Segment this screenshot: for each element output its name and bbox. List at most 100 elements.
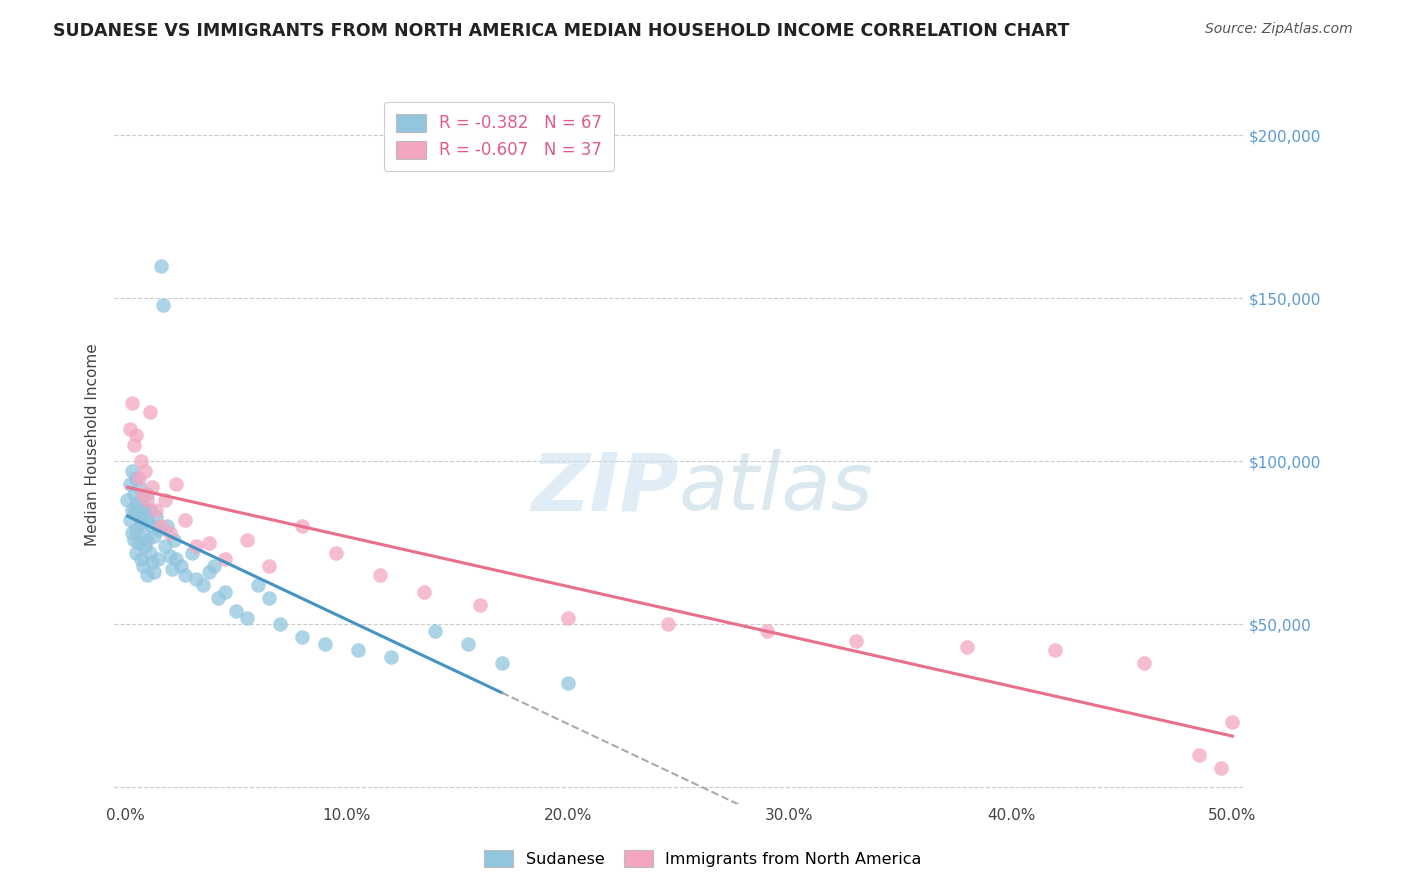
Point: [413, 584, 436, 599]
Point: [117, 493, 139, 508]
Point: [118, 477, 141, 491]
Point: [291, 631, 314, 645]
Point: [141, 480, 163, 494]
Point: [557, 676, 579, 690]
Point: [136, 487, 159, 501]
Point: [122, 533, 145, 547]
Point: [756, 624, 779, 638]
Point: [132, 487, 155, 501]
Point: [128, 536, 150, 550]
Point: [118, 422, 141, 436]
Point: [136, 493, 159, 508]
Point: [148, 523, 170, 537]
Point: [160, 562, 183, 576]
Point: [291, 519, 314, 533]
Point: [468, 598, 491, 612]
Point: [174, 513, 197, 527]
Point: [128, 480, 150, 494]
Point: [657, 617, 679, 632]
Point: [129, 493, 152, 508]
Legend: Sudanese, Immigrants from North America: Sudanese, Immigrants from North America: [478, 843, 928, 873]
Point: [191, 578, 214, 592]
Point: [138, 405, 160, 419]
Text: Source: ZipAtlas.com: Source: ZipAtlas.com: [1205, 22, 1353, 37]
Point: [247, 578, 270, 592]
Point: [141, 519, 163, 533]
Point: [129, 516, 152, 531]
Point: [198, 565, 221, 579]
Point: [125, 545, 148, 559]
Point: [491, 657, 513, 671]
Point: [122, 438, 145, 452]
Point: [1188, 747, 1211, 762]
Point: [138, 503, 160, 517]
Text: SUDANESE VS IMMIGRANTS FROM NORTH AMERICA MEDIAN HOUSEHOLD INCOME CORRELATION CH: SUDANESE VS IMMIGRANTS FROM NORTH AMERIC…: [53, 22, 1070, 40]
Point: [143, 565, 166, 579]
Point: [121, 503, 143, 517]
Point: [152, 298, 174, 312]
Point: [132, 500, 155, 514]
Point: [346, 643, 368, 657]
Point: [125, 470, 148, 484]
Point: [134, 539, 156, 553]
Point: [129, 454, 152, 468]
Point: [143, 529, 166, 543]
Point: [214, 552, 236, 566]
Point: [368, 568, 391, 582]
Point: [1211, 761, 1233, 775]
Point: [145, 503, 167, 517]
Point: [132, 526, 155, 541]
Point: [1222, 715, 1244, 730]
Point: [153, 539, 176, 553]
Point: [149, 519, 172, 533]
Text: atlas: atlas: [679, 449, 873, 527]
Text: ZIP: ZIP: [531, 449, 679, 527]
Point: [149, 259, 172, 273]
Point: [122, 487, 145, 501]
Point: [125, 497, 148, 511]
Point: [148, 552, 170, 566]
Point: [121, 464, 143, 478]
Point: [165, 552, 187, 566]
Point: [136, 568, 159, 582]
Point: [184, 572, 207, 586]
Point: [128, 470, 150, 484]
Point: [457, 637, 479, 651]
Point: [236, 611, 259, 625]
Point: [202, 558, 225, 573]
Point: [956, 640, 979, 654]
Point: [122, 507, 145, 521]
Point: [198, 536, 221, 550]
Point: [134, 507, 156, 521]
Point: [269, 617, 291, 632]
Point: [214, 584, 236, 599]
Point: [314, 637, 336, 651]
Point: [165, 477, 187, 491]
Point: [125, 428, 148, 442]
Point: [138, 545, 160, 559]
Point: [136, 513, 159, 527]
Point: [136, 533, 159, 547]
Y-axis label: Median Household Income: Median Household Income: [86, 343, 100, 547]
Point: [121, 526, 143, 541]
Point: [163, 533, 186, 547]
Point: [425, 624, 447, 638]
Point: [257, 558, 280, 573]
Point: [141, 555, 163, 569]
Point: [325, 545, 347, 559]
Legend: R = -0.382   N = 67, R = -0.607   N = 37: R = -0.382 N = 67, R = -0.607 N = 37: [384, 102, 614, 171]
Point: [1133, 657, 1156, 671]
Point: [156, 519, 179, 533]
Point: [1045, 643, 1067, 657]
Point: [153, 493, 176, 508]
Point: [159, 526, 181, 541]
Point: [118, 513, 141, 527]
Point: [557, 611, 579, 625]
Point: [125, 523, 148, 537]
Point: [145, 509, 167, 524]
Point: [121, 395, 143, 409]
Point: [225, 604, 247, 618]
Point: [180, 545, 202, 559]
Point: [132, 558, 155, 573]
Point: [845, 633, 868, 648]
